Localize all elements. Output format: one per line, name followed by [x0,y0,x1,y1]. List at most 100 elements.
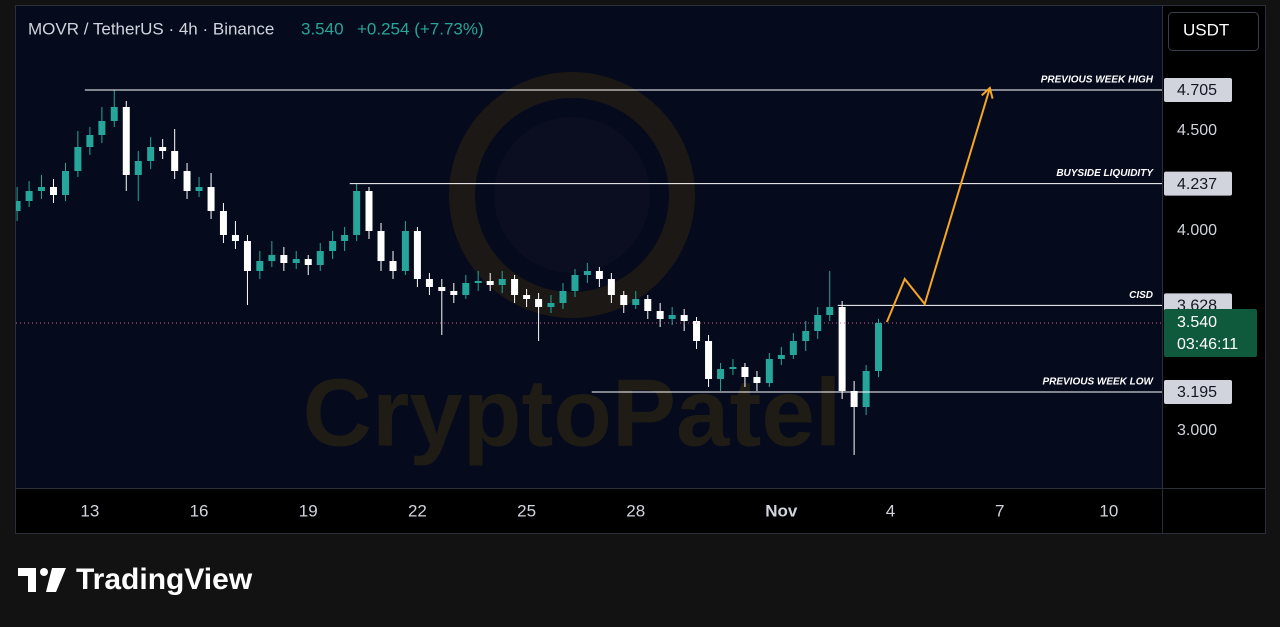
x-tick-label: 7 [995,501,1004,520]
candle-body [850,391,858,407]
candle-body [61,171,69,195]
candle-body [583,271,591,275]
candle-body [741,367,749,377]
logo-mark [40,568,48,576]
x-tick-label: 4 [886,501,895,520]
candle-body [134,161,142,175]
currency-button[interactable] [1168,12,1259,51]
x-tick-label: Nov [765,501,798,520]
candle-body [110,107,118,121]
candle-body [705,341,713,379]
x-tick-label: 19 [299,501,318,520]
candle-body [547,303,555,307]
candle-body [498,279,506,285]
y-tick-label: 4.000 [1177,222,1217,239]
x-tick-label: 16 [190,501,209,520]
candle-body [195,187,203,191]
candle-body [462,283,470,295]
candle-body [243,241,251,271]
candle-body [49,187,57,195]
candle-body [401,231,409,271]
y-tick-label: 4.500 [1177,122,1217,139]
candle-body [571,275,579,291]
candle-body [826,307,834,315]
candle-body [486,281,494,285]
candle-body [656,311,664,319]
level-name: BUYSIDE LIQUIDITY [1056,168,1154,179]
candle-body [86,135,94,147]
level-name: PREVIOUS WEEK LOW [1042,377,1154,388]
candle-body [765,359,773,383]
candle-body [219,211,227,235]
plot [16,87,1162,455]
candle-body [353,191,361,235]
y-tick-label: 3.000 [1177,422,1217,439]
candle-body [316,251,324,265]
candle-body [207,187,215,211]
candle-body [268,255,276,261]
projection-path [885,87,991,323]
x-tick-label: 22 [408,501,427,520]
candle-body [632,299,640,305]
candle-body [862,371,870,407]
candle-body [474,281,482,283]
candle-body [37,187,45,191]
watermark: CryptoPatel [303,359,842,466]
level-price-box [1164,380,1232,404]
last-price-label: 3.540 [1177,314,1217,331]
candle-body [413,231,421,279]
tradingview-logo [18,568,66,592]
candle-body [595,271,603,279]
candle-body [668,315,676,319]
candle-body [377,231,385,261]
candle-body [365,191,373,231]
candle-body [753,377,761,383]
last-price-box [1164,309,1257,357]
candle-body [693,321,701,341]
logo-mark [18,568,36,592]
candle-body [875,323,883,371]
watermark-logo-inner [494,117,650,273]
candle-body [389,261,397,271]
candle-body [838,307,846,391]
x-tick-label: 10 [1099,501,1118,520]
candle-body [814,315,822,331]
candle-body [171,151,179,171]
logo-mark [46,568,66,592]
candle-body [802,331,810,341]
level-price-label: 3.195 [1177,384,1217,401]
brand: TradingView [76,563,253,596]
candle-body [559,291,567,303]
candle-body [644,299,652,311]
candle-body [292,259,300,263]
level-name: PREVIOUS WEEK HIGH [1041,75,1154,86]
candle-body [304,259,312,265]
level-price-box [1164,171,1232,196]
candle-body [231,235,239,241]
candle-body [607,279,615,295]
x-tick-label: 28 [626,501,645,520]
candle-body [777,355,785,359]
candle-body [98,121,106,135]
currency-button-label[interactable]: USDT [1183,20,1229,39]
candle-body [717,369,725,379]
candle-body [280,255,288,263]
candle-body [523,295,531,299]
candle-body [535,299,543,307]
candle-body [329,241,337,251]
candle-body [729,367,737,369]
candle-body [122,107,130,175]
candle-body [25,191,33,201]
candle-body [450,291,458,295]
level-name: CISD [1129,290,1153,301]
last-price-countdown: 03:46:11 [1177,336,1238,353]
candle-body [341,235,349,241]
candle-body [789,341,797,355]
candle-body [438,287,446,291]
level-price-label: 4.705 [1177,82,1217,99]
candle-body [159,147,167,151]
candle-body [183,171,191,191]
level-price-box [1164,78,1232,102]
x-tick-label: 13 [80,501,99,520]
